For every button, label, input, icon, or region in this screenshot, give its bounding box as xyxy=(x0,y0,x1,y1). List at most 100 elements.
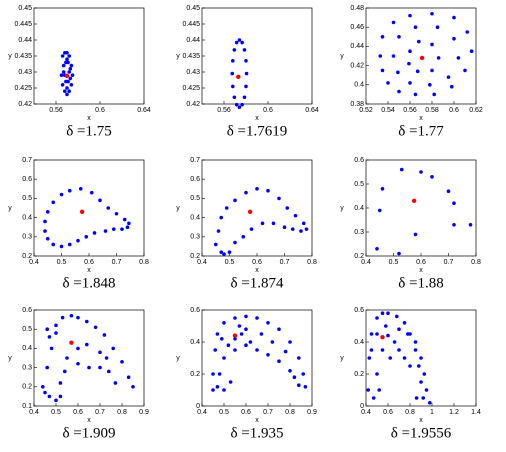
data-point xyxy=(120,360,124,364)
data-point xyxy=(380,348,385,352)
y-tick-label: 0.435 xyxy=(182,53,200,60)
x-tick-label: 0.4 xyxy=(197,259,207,266)
data-point xyxy=(232,48,237,52)
data-point xyxy=(49,346,54,351)
plot-frame xyxy=(33,7,145,105)
x-tick-label: 0.6 xyxy=(263,107,273,114)
data-point xyxy=(232,333,238,338)
x-tick-label: 0.56 xyxy=(403,107,417,114)
data-point xyxy=(266,353,270,357)
data-point xyxy=(277,359,281,364)
data-point xyxy=(98,365,102,370)
data-point xyxy=(213,242,218,247)
data-point xyxy=(452,15,456,20)
data-point xyxy=(413,232,418,237)
data-point xyxy=(66,79,70,84)
x-tick-label: 0.4 xyxy=(29,409,39,416)
data-point xyxy=(224,206,229,210)
data-point xyxy=(285,206,290,210)
y-tick-label: 0.2 xyxy=(22,253,32,260)
y-tick-label: 0.44 xyxy=(186,37,200,44)
data-point xyxy=(413,340,418,344)
data-point xyxy=(85,319,89,324)
y-tick-label: 0.7 xyxy=(22,157,32,164)
data-point xyxy=(237,38,242,42)
data-point xyxy=(396,70,400,75)
data-point xyxy=(125,225,130,229)
x-axis-label: x xyxy=(255,115,259,122)
data-point xyxy=(237,324,242,328)
data-point xyxy=(288,340,292,344)
x-tick-label: 0.9 xyxy=(307,409,317,416)
data-point xyxy=(408,13,412,18)
x-tick-label: 0.6 xyxy=(449,107,459,114)
data-point xyxy=(375,247,379,251)
data-point xyxy=(419,170,423,174)
x-tick-label: 0.52 xyxy=(359,107,373,114)
y-tick-label: 0.3 xyxy=(190,234,200,241)
x-tick-label: 0.6 xyxy=(84,259,94,266)
data-point xyxy=(68,67,73,71)
data-point xyxy=(397,348,401,352)
x-tick-label: 0.5 xyxy=(51,409,61,416)
data-point xyxy=(388,356,393,360)
data-point xyxy=(399,167,404,172)
data-point xyxy=(79,209,85,215)
data-point xyxy=(87,365,91,370)
panel-caption: δ =1.7619 xyxy=(227,123,288,139)
data-point xyxy=(98,198,102,203)
y-axis-label: y xyxy=(176,355,180,362)
y-tick-label: 0.445 xyxy=(182,21,200,28)
data-point xyxy=(303,385,308,389)
data-point xyxy=(89,190,94,195)
y-tick-label: 0.1 xyxy=(22,403,32,410)
data-point xyxy=(380,35,385,39)
data-point xyxy=(468,223,473,227)
x-tick-label: 1.4 xyxy=(471,409,481,416)
data-point xyxy=(282,225,287,229)
data-point xyxy=(408,364,412,368)
data-point xyxy=(232,95,237,100)
y-tick-label: 0.45 xyxy=(186,5,200,12)
data-point xyxy=(127,221,131,226)
data-point xyxy=(292,375,297,380)
data-point xyxy=(446,189,451,193)
data-point xyxy=(59,244,64,249)
y-tick-label: 0.4 xyxy=(354,82,364,89)
data-point xyxy=(237,105,242,109)
data-point xyxy=(58,381,63,385)
data-point xyxy=(277,196,281,201)
data-point xyxy=(369,348,374,352)
data-point xyxy=(69,313,74,318)
x-tick-label: 0.58 xyxy=(425,107,439,114)
data-point xyxy=(47,394,52,399)
y-tick-label: 0.46 xyxy=(350,24,364,31)
data-point xyxy=(54,331,58,335)
data-point xyxy=(421,396,426,400)
data-point xyxy=(222,388,226,392)
y-tick-label: 0.7 xyxy=(190,157,200,164)
y-tick-label: 0.2 xyxy=(190,371,200,378)
data-point xyxy=(64,73,70,79)
data-point xyxy=(54,398,58,403)
y-axis-label: y xyxy=(8,53,12,60)
data-point xyxy=(386,311,390,316)
data-point xyxy=(240,40,244,45)
data-point xyxy=(233,316,237,320)
y-axis-label: y xyxy=(340,53,344,60)
data-point xyxy=(380,335,385,340)
x-tick-label: 0.7 xyxy=(95,409,105,416)
plot-frame xyxy=(33,159,145,257)
data-point xyxy=(375,372,379,376)
data-point xyxy=(424,388,429,392)
x-tick-label: 0.5 xyxy=(389,259,399,266)
data-point xyxy=(45,365,49,370)
data-point xyxy=(54,323,58,328)
data-point xyxy=(430,42,434,47)
data-point xyxy=(43,390,47,395)
data-point xyxy=(408,81,412,85)
data-point xyxy=(297,383,301,388)
y-axis-label: y xyxy=(340,205,344,212)
data-point xyxy=(366,388,371,392)
